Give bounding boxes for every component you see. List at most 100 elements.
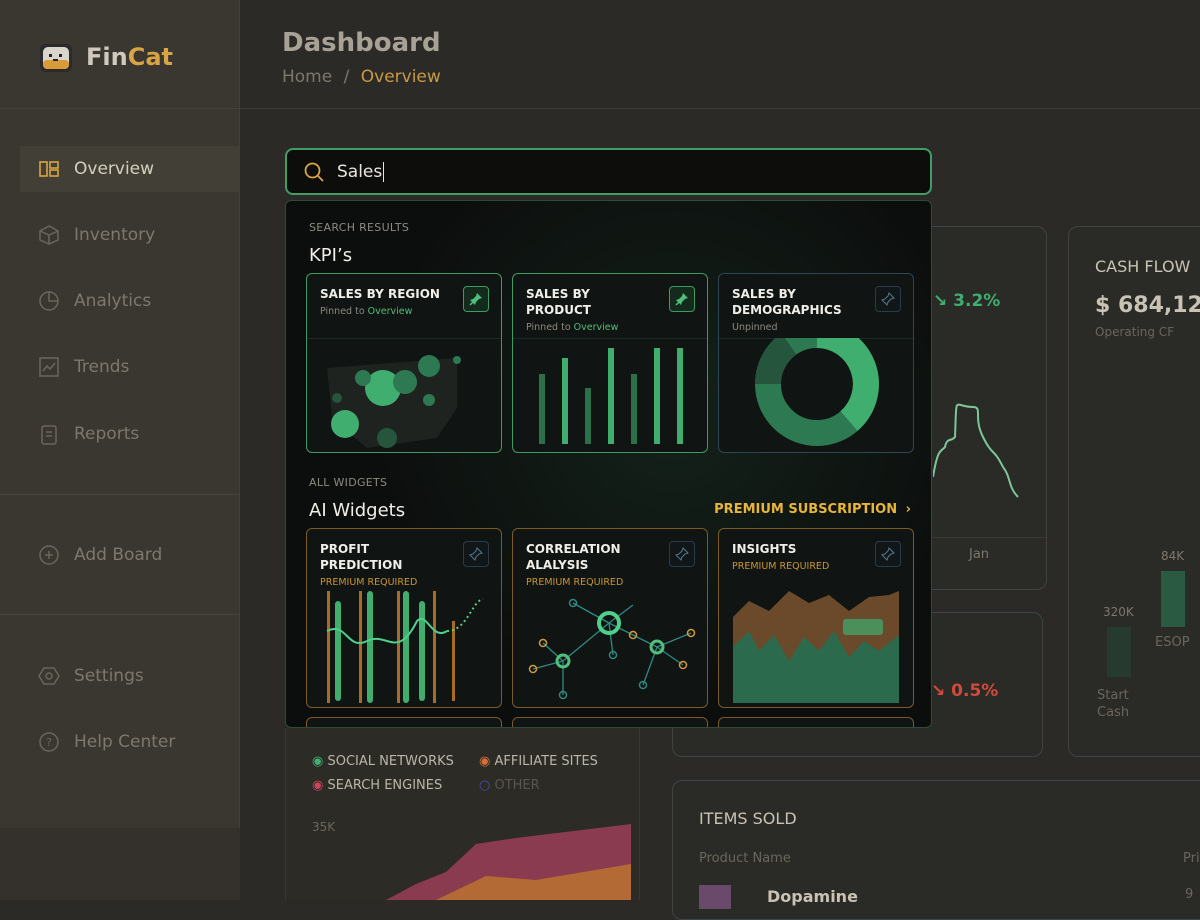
premium-link-label: PREMIUM SUBSCRIPTION: [714, 502, 898, 517]
card-title: SALES BY DEMOGRAPHICS: [732, 287, 842, 317]
legend-label: SEARCH ENGINES: [327, 778, 443, 793]
kpi-card-sales-by-demographics[interactable]: SALES BY DEMOGRAPHICS Unpinned: [718, 273, 914, 453]
breadcrumb-separator: /: [343, 67, 350, 87]
sidebar-item-analytics[interactable]: Analytics: [20, 278, 240, 324]
bar-value: 84K: [1161, 549, 1185, 563]
sidebar-item-help-center[interactable]: ? Help Center: [20, 719, 240, 765]
pin-button[interactable]: [463, 541, 489, 567]
help-circle-icon: ?: [39, 732, 59, 752]
product-price: 9: [1185, 887, 1194, 902]
add-board-button[interactable]: Add Board: [20, 532, 240, 578]
pie-chart-icon: [39, 291, 59, 311]
breadcrumb-current: Overview: [360, 67, 441, 87]
widget-card-profit-prediction[interactable]: PROFIT PREDICTION PREMIUM REQUIRED: [306, 528, 502, 708]
card-status: Pinned to: [320, 306, 368, 317]
card-title: SALES BY PRODUCT: [526, 287, 591, 317]
widget-card-partial[interactable]: [512, 717, 708, 727]
pin-button[interactable]: [875, 286, 901, 312]
legend-label: AFFILIATE SITES: [494, 754, 598, 769]
area-chart-thumbnail: [733, 591, 899, 703]
widget-card-insights[interactable]: INSIGHTS PREMIUM REQUIRED: [718, 528, 914, 708]
traffic-card: ◉ SOCIAL NETWORKS ◉ AFFILIATE SITES ◉ SE…: [285, 728, 640, 900]
widget-card-partial[interactable]: [306, 717, 502, 727]
cat-logo-icon: [40, 44, 72, 72]
pinned-board-link[interactable]: Overview: [367, 306, 413, 317]
pin-outline-icon: [469, 547, 483, 561]
search-input[interactable]: Sales: [285, 148, 932, 195]
sidebar-item-trends[interactable]: Trends: [20, 344, 240, 390]
card-title: INSIGHTS: [732, 542, 797, 556]
card-title: SALES BY REGION: [320, 287, 440, 301]
premium-required-badge: PREMIUM REQUIRED: [732, 561, 830, 572]
card-status: Unpinned: [732, 322, 778, 333]
divider: [0, 614, 240, 615]
divider: [0, 108, 240, 109]
sidebar-item-inventory[interactable]: Inventory: [20, 212, 240, 258]
items-sold-card: ITEMS SOLD Product Name Pri Dopamine 9: [672, 780, 1200, 920]
pin-button[interactable]: [875, 541, 901, 567]
sidebar-item-reports[interactable]: Reports: [20, 411, 240, 457]
x-axis-label: Jan: [969, 547, 990, 562]
search-value: Sales: [337, 161, 383, 182]
pin-button[interactable]: [669, 286, 695, 312]
product-name[interactable]: Dopamine: [767, 887, 858, 906]
sidebar-item-settings[interactable]: Settings: [20, 653, 240, 699]
bubble-map: [327, 355, 461, 448]
legend-label: OTHER: [494, 778, 540, 793]
legend-item: ◉ SOCIAL NETWORKS: [312, 754, 454, 769]
premium-required-badge: PREMIUM REQUIRED: [320, 577, 418, 588]
bar-chart-thumbnail: [539, 348, 683, 444]
column-header: Product Name: [699, 851, 791, 866]
legend-item: ◉ AFFILIATE SITES: [479, 754, 598, 769]
logo[interactable]: FinCat: [38, 40, 173, 74]
section-heading: KPI’s: [309, 245, 353, 266]
cash-flow-subtitle: Operating CF: [1095, 325, 1175, 339]
prediction-chart-thumbnail: [326, 591, 484, 703]
sidebar-item-label: Trends: [74, 357, 130, 377]
card-title: PROFIT PREDICTION: [320, 542, 403, 572]
section-label: ALL WIDGETS: [309, 476, 388, 489]
trend-line: [933, 403, 1019, 498]
legend-label: SOCIAL NETWORKS: [327, 754, 454, 769]
sidebar-item-label: Help Center: [74, 732, 176, 752]
legend-item: ○ OTHER: [479, 778, 540, 793]
sidebar-item-overview[interactable]: Overview: [20, 146, 240, 192]
divider: [240, 108, 1200, 109]
cash-flow-value: $ 684,127: [1095, 293, 1200, 318]
sidebar-item-label: Add Board: [74, 545, 163, 565]
pin-button[interactable]: [669, 541, 695, 567]
sidebar-item-label: Overview: [74, 159, 155, 179]
sidebar-item-label: Analytics: [74, 291, 152, 311]
premium-required-badge: PREMIUM REQUIRED: [526, 577, 624, 588]
pin-button[interactable]: [463, 286, 489, 312]
metric-value: 0.5%: [951, 681, 999, 701]
legend-item: ◉ SEARCH ENGINES: [312, 778, 443, 793]
cash-flow-card: CASH FLOW $ 684,127 Operating CF 320K St…: [1068, 226, 1200, 757]
search-icon: [304, 162, 324, 182]
widget-card-correlation-analysis[interactable]: CORRELATION ALALYSIS PREMIUM REQUIRED: [512, 528, 708, 708]
bar-esop: [1161, 571, 1185, 627]
pin-outline-icon: [881, 292, 895, 306]
divider: [307, 338, 501, 339]
divider: [0, 494, 240, 495]
card-title: CASH FLOW: [1095, 257, 1191, 276]
premium-subscription-link[interactable]: PREMIUM SUBSCRIPTION ›: [714, 502, 911, 517]
sidebar-item-label: Reports: [74, 424, 140, 444]
text-caret: [383, 161, 385, 182]
kpi-card-sales-by-product[interactable]: SALES BY PRODUCT Pinned to Overview: [512, 273, 708, 453]
page-title: Dashboard: [282, 28, 441, 58]
clipboard-icon: [41, 425, 57, 445]
product-thumbnail: [699, 885, 731, 909]
divider: [513, 338, 707, 339]
pin-icon: [469, 293, 482, 306]
trend-value: 3.2%: [953, 291, 1001, 311]
pinned-board-link[interactable]: Overview: [573, 322, 619, 333]
area-chart: [386, 824, 631, 900]
sidebar-item-label: Settings: [74, 666, 144, 686]
trend-change: ↘ 3.2%: [933, 291, 1001, 311]
kpi-card-sales-by-region[interactable]: SALES BY REGION Pinned to Overview: [306, 273, 502, 453]
card-title: CORRELATION ALALYSIS: [526, 542, 621, 572]
breadcrumb-home[interactable]: Home: [282, 67, 333, 87]
column-header: Pri: [1183, 851, 1200, 866]
widget-card-partial[interactable]: [718, 717, 914, 727]
